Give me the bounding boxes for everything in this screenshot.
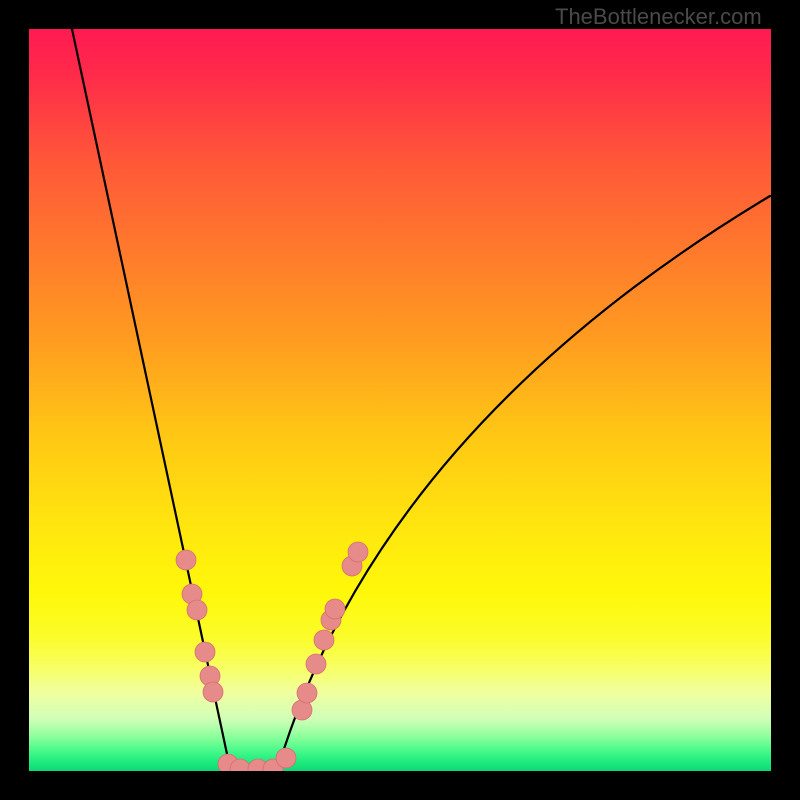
curve-overlay (0, 0, 800, 800)
